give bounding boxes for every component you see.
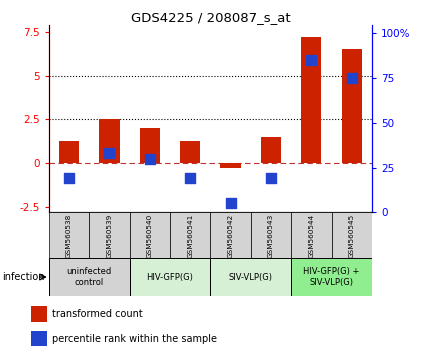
Bar [49,212,89,258]
Bar [99,119,119,163]
Text: percentile rank within the sample: percentile rank within the sample [52,333,217,344]
Text: GSM560545: GSM560545 [348,213,355,258]
Bar [49,258,130,296]
Bar [170,212,210,258]
Text: infection: infection [2,272,45,282]
Text: HIV-GFP(G): HIV-GFP(G) [147,273,193,281]
Text: GSM560539: GSM560539 [106,213,113,258]
Text: uninfected
control: uninfected control [67,267,112,287]
Bar [291,212,332,258]
Bar [210,212,251,258]
Bar [332,212,372,258]
Text: GSM560538: GSM560538 [66,213,72,258]
Point [187,176,193,181]
Text: SIV-VLP(G): SIV-VLP(G) [229,273,273,281]
Bar [130,212,170,258]
Bar [291,258,372,296]
Text: transformed count: transformed count [52,309,142,319]
Bar [180,141,200,163]
Bar [251,212,291,258]
Text: HIV-GFP(G) +
SIV-VLP(G): HIV-GFP(G) + SIV-VLP(G) [303,267,360,287]
Title: GDS4225 / 208087_s_at: GDS4225 / 208087_s_at [130,11,290,24]
Point [267,176,274,181]
Point [227,201,234,206]
Bar [221,163,241,168]
Text: GSM560543: GSM560543 [268,213,274,258]
Point [106,150,113,156]
Point [146,156,153,161]
Text: GSM560542: GSM560542 [227,213,234,258]
Point [348,75,355,81]
Bar [130,258,210,296]
Bar [342,49,362,163]
Bar [31,331,47,347]
Bar [140,128,160,163]
Text: GSM560544: GSM560544 [308,213,314,258]
Text: GSM560541: GSM560541 [187,213,193,258]
Point [308,57,314,63]
Bar [301,37,321,163]
Bar [210,258,291,296]
Point [65,176,72,181]
Bar [31,306,47,322]
Bar [59,141,79,163]
Bar [89,212,130,258]
Bar [261,137,281,163]
Text: GSM560540: GSM560540 [147,213,153,258]
